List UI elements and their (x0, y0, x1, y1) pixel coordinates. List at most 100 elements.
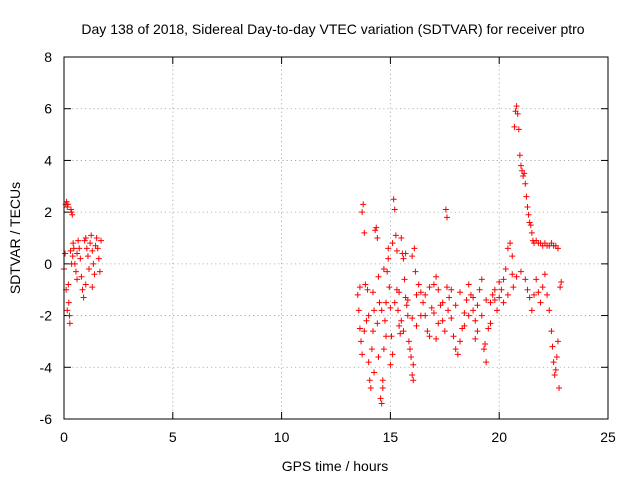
data-point (86, 266, 93, 273)
data-point (374, 320, 381, 327)
data-point (498, 286, 505, 293)
data-point (64, 201, 71, 208)
data-point (465, 312, 472, 319)
data-point (89, 247, 96, 254)
data-point (448, 286, 455, 293)
data-point (383, 333, 390, 340)
data-point (415, 281, 422, 288)
data-point (496, 278, 503, 285)
data-point (470, 307, 477, 314)
grid (64, 57, 608, 419)
data-point (527, 222, 534, 229)
data-point (554, 245, 561, 252)
data-point (461, 322, 468, 329)
x-tick-label: 15 (383, 429, 399, 445)
data-point (509, 253, 516, 260)
data-point (365, 359, 372, 366)
data-point (385, 245, 392, 252)
data-point (553, 353, 560, 360)
data-point (77, 255, 84, 262)
data-point (371, 369, 378, 376)
data-point (90, 260, 97, 267)
data-point (533, 276, 540, 283)
data-point (522, 180, 529, 187)
data-point (435, 286, 442, 293)
data-point (504, 291, 511, 298)
data-point (375, 273, 382, 280)
data-point (510, 284, 517, 291)
data-point (378, 400, 385, 407)
x-tick-label: 10 (274, 429, 290, 445)
data-point (403, 302, 410, 309)
data-point (528, 229, 535, 236)
data-point (387, 361, 394, 368)
data-point (383, 299, 390, 306)
data-point (93, 235, 100, 241)
data-point (483, 297, 490, 304)
data-point (356, 284, 363, 291)
y-tick-label: 6 (44, 101, 52, 117)
data-point (446, 294, 453, 301)
data-point (87, 240, 94, 247)
data-point (406, 346, 413, 353)
data-point (388, 333, 395, 340)
data-point (81, 237, 88, 244)
data-point (496, 294, 503, 301)
x-tick-label: 20 (491, 429, 507, 445)
data-point (463, 297, 470, 304)
data-point (523, 193, 530, 200)
data-point (461, 309, 468, 316)
x-tick-labels: 0 5 10 15 20 25 (60, 429, 616, 445)
data-point (400, 328, 407, 335)
data-point (373, 224, 380, 231)
data-point (405, 338, 412, 345)
data-point (430, 281, 437, 288)
data-point (502, 266, 509, 273)
data-point (371, 307, 378, 314)
data-point (474, 302, 481, 309)
data-point (541, 271, 548, 278)
data-point (435, 320, 442, 327)
data-point (70, 240, 77, 247)
data-point (379, 377, 386, 384)
data-point (516, 152, 523, 159)
data-point (365, 312, 372, 319)
data-point (377, 395, 384, 402)
data-point (354, 291, 361, 298)
data-point (375, 353, 382, 360)
data-point (361, 328, 368, 335)
data-point (433, 273, 440, 280)
data-point (413, 291, 420, 298)
x-tick-label: 0 (60, 429, 68, 445)
data-point (391, 299, 398, 306)
data-point (507, 240, 514, 247)
data-point (525, 211, 532, 218)
data-point (487, 320, 494, 327)
data-point (409, 372, 416, 379)
data-point (396, 322, 403, 329)
y-tick-label: -2 (40, 308, 53, 324)
data-point (84, 253, 91, 260)
data-point (387, 304, 394, 311)
data-point (389, 240, 396, 247)
data-point (369, 289, 376, 296)
data-point (412, 268, 419, 275)
data-point (558, 278, 565, 285)
data-point (384, 268, 391, 275)
data-point (443, 284, 450, 291)
data-point (76, 245, 83, 252)
data-point (386, 284, 393, 291)
data-point (79, 286, 86, 293)
data-point (380, 266, 387, 273)
data-point (474, 328, 481, 335)
data-point (75, 237, 82, 244)
data-point (465, 281, 472, 288)
data-point (390, 196, 397, 203)
data-point (64, 203, 71, 210)
chart-title: Day 138 of 2018, Sidereal Day-to-day VTE… (81, 21, 584, 37)
data-point (557, 284, 564, 291)
data-point (400, 255, 407, 262)
data-point (433, 335, 440, 342)
